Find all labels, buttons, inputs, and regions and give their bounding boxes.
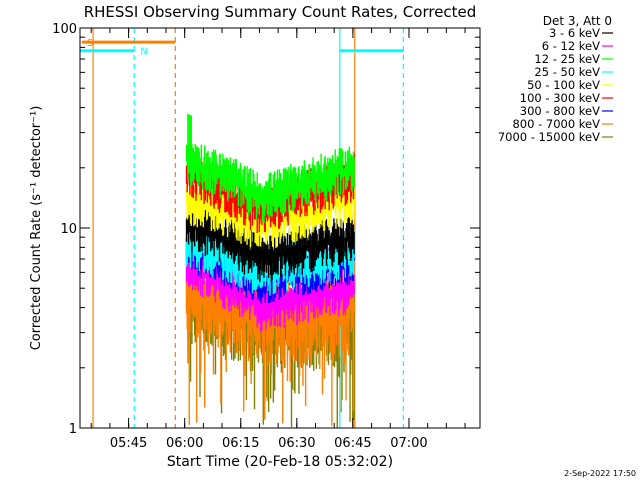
x-tick-label: 06:15 xyxy=(222,436,259,451)
flag-label: N xyxy=(140,47,147,58)
y-tick-label: 1 xyxy=(69,422,77,437)
x-axis-label: Start Time (20-Feb-18 05:32:02) xyxy=(167,454,393,470)
x-tick-label: 06:00 xyxy=(166,436,203,451)
legend-entry-label: 800 - 7000 keV xyxy=(512,117,600,131)
legend-entry-label: 100 - 300 keV xyxy=(520,91,600,105)
y-tick-label: 100 xyxy=(52,22,77,37)
date-stamp: 2-Sep-2022 17:50 xyxy=(564,469,636,478)
legend-entry-label: 300 - 800 keV xyxy=(520,104,600,118)
flag-label: S xyxy=(87,38,93,49)
legend-entry-label: 6 - 12 keV xyxy=(542,39,600,53)
x-tick-label: 07:00 xyxy=(390,436,427,451)
y-axis: 1 10 100 xyxy=(52,22,480,437)
x-tick-label: 05:45 xyxy=(110,436,147,451)
legend-entry-label: 7000 - 15000 keV xyxy=(498,130,600,144)
x-tick-label: 06:45 xyxy=(334,436,371,451)
legend-entry-label: 12 - 25 keV xyxy=(534,52,600,66)
data-layer xyxy=(92,28,404,428)
x-tick-label: 06:30 xyxy=(278,436,315,451)
legend-title: Det 3, Att 0 xyxy=(543,14,612,28)
x-axis: 05:45 06:00 06:15 06:30 06:45 07:00 xyxy=(90,28,466,451)
chart-title: RHESSI Observing Summary Count Rates, Co… xyxy=(84,3,477,21)
legend-entry-label: 50 - 100 keV xyxy=(527,78,600,92)
series-12-to-25keV xyxy=(185,113,355,224)
legend-entry-label: 25 - 50 keV xyxy=(534,65,600,79)
y-axis-label: Corrected Count Rate (s⁻¹ detector⁻¹) xyxy=(29,106,44,351)
y-tick-label: 10 xyxy=(60,222,77,237)
flags-layer: SN xyxy=(80,38,404,58)
legend-entry-label: 3 - 6 keV xyxy=(549,26,600,40)
